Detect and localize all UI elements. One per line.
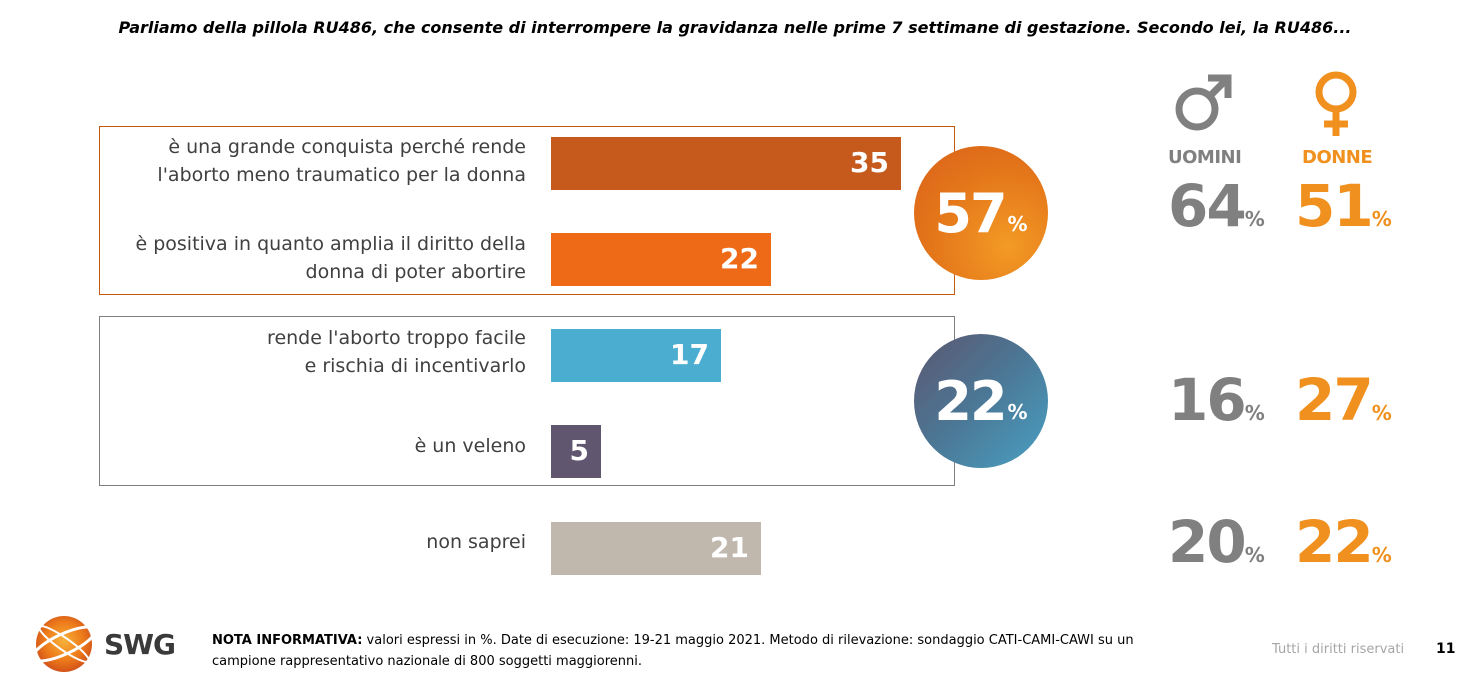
positive-total-pct: %: [1007, 212, 1028, 236]
men-stat-2: 16%: [1168, 366, 1265, 434]
positive-total-value: 57: [934, 181, 1007, 245]
category-label-1-line1: è una grande conquista perché rende: [168, 136, 526, 158]
category-label-1-line2: l'aborto meno traumatico per la donna: [157, 164, 526, 186]
swg-logo-icon: [31, 616, 97, 672]
men-label: UOMINI: [1168, 147, 1242, 168]
positive-total-circle: 57%: [914, 146, 1048, 280]
rights-text: Tutti i diritti riservati: [1272, 642, 1405, 657]
women-stat-3: 22%: [1295, 508, 1392, 576]
negative-total-pct: %: [1007, 400, 1028, 424]
bar-4-value: 5: [569, 434, 589, 467]
women-stat-3-pct: %: [1371, 543, 1392, 567]
category-label-2-line2: donna di poter abortire: [305, 261, 526, 283]
bar-5-value: 21: [710, 531, 749, 564]
question-title: Parliamo della pillola RU486, che consen…: [118, 18, 1352, 37]
footer-note-bold: NOTA INFORMATIVA:: [212, 633, 363, 648]
women-stat-1-value: 51: [1295, 172, 1374, 240]
men-stat-1-value: 64: [1168, 172, 1247, 240]
women-label: DONNE: [1302, 147, 1373, 168]
women-stat-1-pct: %: [1371, 207, 1392, 231]
bar-5: 21: [551, 522, 761, 575]
negative-total-value: 22: [934, 369, 1007, 433]
female-icon: [1315, 71, 1357, 136]
bar-2: 22: [551, 233, 771, 286]
bar-3-value: 17: [670, 338, 709, 371]
category-label-2-line1: è positiva in quanto amplia il diritto d…: [135, 233, 526, 255]
bar-4: 5: [551, 425, 601, 478]
category-label-2: è positiva in quanto amplia il diritto d…: [96, 230, 526, 286]
bar-1-value: 35: [850, 146, 889, 179]
women-stat-3-value: 22: [1295, 508, 1374, 576]
women-stat-1: 51%: [1295, 172, 1392, 240]
bar-2-value: 22: [720, 242, 759, 275]
men-stat-2-pct: %: [1244, 401, 1265, 425]
category-label-3-line2: e rischia di incentivarlo: [304, 355, 526, 377]
women-stat-2-value: 27: [1295, 366, 1374, 434]
page-number: 11: [1436, 641, 1456, 657]
bar-1: 35: [551, 137, 901, 190]
male-icon: [1175, 74, 1232, 131]
women-stat-2: 27%: [1295, 366, 1392, 434]
category-label-1: è una grande conquista perché rende l'ab…: [96, 133, 526, 189]
footer-note: NOTA INFORMATIVA: valori espressi in %. …: [212, 630, 1202, 672]
category-label-3: rende l'aborto troppo facile e rischia d…: [96, 324, 526, 380]
men-stat-3-value: 20: [1168, 508, 1247, 576]
swg-logo-text: SWG: [104, 628, 176, 661]
category-label-5-line1: non saprei: [426, 531, 526, 553]
negative-total-circle: 22%: [914, 334, 1048, 468]
category-label-4: è un veleno: [96, 432, 526, 460]
men-stat-1: 64%: [1168, 172, 1265, 240]
women-stat-2-pct: %: [1371, 401, 1392, 425]
men-stat-1-pct: %: [1244, 207, 1265, 231]
footer-note-line2: campione rappresentativo nazionale di 80…: [212, 654, 643, 669]
category-label-3-line1: rende l'aborto troppo facile: [267, 327, 526, 349]
men-stat-2-value: 16: [1168, 366, 1247, 434]
category-label-4-line1: è un veleno: [414, 435, 526, 457]
bar-3: 17: [551, 329, 721, 382]
men-stat-3: 20%: [1168, 508, 1265, 576]
category-label-5: non saprei: [96, 528, 526, 556]
footer-note-line1: valori espressi in %. Date di esecuzione…: [362, 633, 1134, 648]
men-stat-3-pct: %: [1244, 543, 1265, 567]
